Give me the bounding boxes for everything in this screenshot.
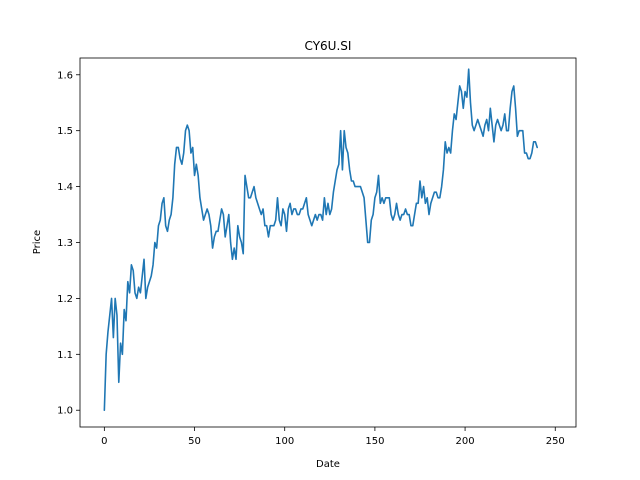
x-axis: 0 50 100 150 200 250: [101, 427, 565, 447]
y-tick-label: 1.0: [57, 406, 73, 417]
x-tick-label: 200: [456, 436, 475, 447]
x-axis-label: Date: [316, 459, 340, 470]
x-tick-label: 150: [365, 436, 384, 447]
x-tick-label: 50: [188, 436, 201, 447]
y-tick-label: 1.6: [57, 70, 73, 81]
plot-area: [79, 57, 577, 428]
x-tick-label: 250: [546, 436, 565, 447]
y-axis-label: Price: [32, 230, 43, 254]
y-tick-label: 1.3: [57, 238, 73, 249]
y-tick-label: 1.1: [57, 350, 73, 361]
x-tick-label: 0: [101, 436, 107, 447]
y-tick-label: 1.5: [57, 126, 73, 137]
price-series-line: [103, 68, 539, 412]
y-tick-label: 1.2: [57, 294, 73, 305]
y-tick-label: 1.4: [57, 182, 73, 193]
y-axis: 1.0 1.1 1.2 1.3 1.4 1.5 1.6: [57, 70, 80, 417]
chart-title: CY6U.SI: [305, 39, 352, 53]
plot-background: [80, 58, 576, 427]
x-tick-label: 100: [275, 436, 294, 447]
